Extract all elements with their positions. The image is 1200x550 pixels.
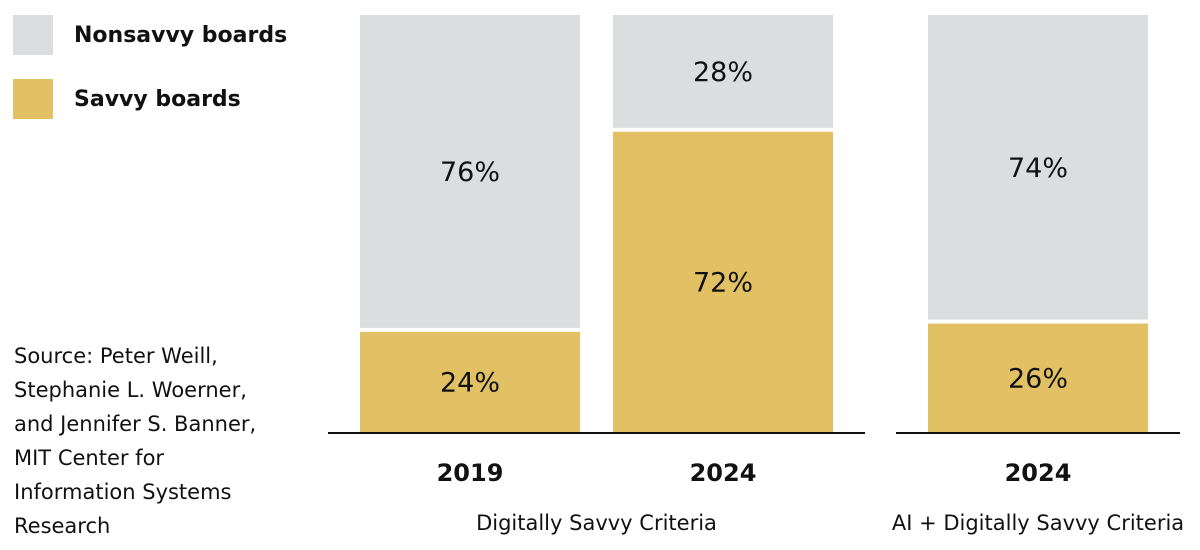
value-label: 76% xyxy=(440,157,500,188)
bar-segment xyxy=(613,15,833,128)
legend-label: Savvy boards xyxy=(74,87,241,112)
value-label: 28% xyxy=(693,57,753,88)
x-tick-label: 2019 xyxy=(437,459,504,487)
group-label: AI + Digitally Savvy Criteria xyxy=(892,511,1184,535)
group-label: Digitally Savvy Criteria xyxy=(476,511,717,535)
bar-segment xyxy=(928,323,1148,432)
x-tick-label: 2024 xyxy=(1005,459,1072,487)
legend-swatch xyxy=(13,79,53,119)
bar-segment xyxy=(928,15,1148,320)
value-label: 24% xyxy=(440,367,500,398)
legend-label: Nonsavvy boards xyxy=(74,23,287,48)
bar-segment xyxy=(360,331,580,432)
bar-segment xyxy=(360,15,580,328)
value-label: 72% xyxy=(693,267,753,298)
source-note: Source: Peter Weill, Stephanie L. Woerne… xyxy=(14,344,257,538)
legend-swatch xyxy=(13,15,53,55)
value-label: 74% xyxy=(1008,153,1068,184)
bar-segment xyxy=(613,131,833,432)
x-tick-label: 2024 xyxy=(690,459,757,487)
value-label: 26% xyxy=(1008,363,1068,394)
